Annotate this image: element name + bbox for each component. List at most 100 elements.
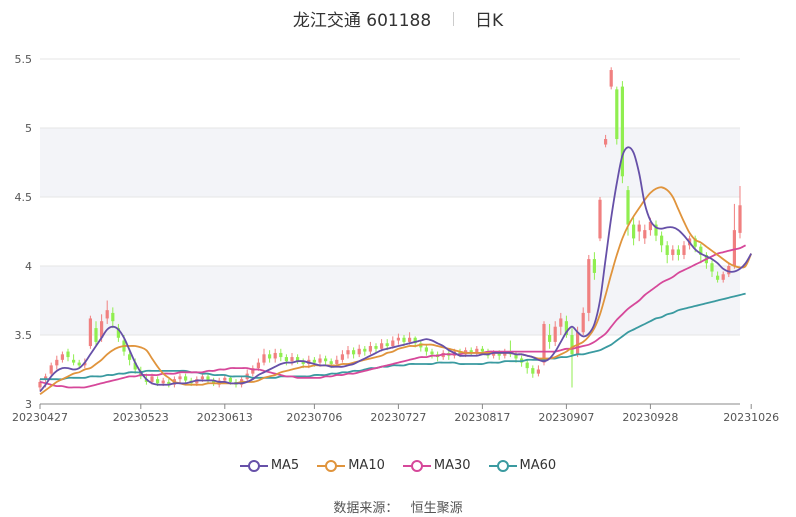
candle-body xyxy=(318,358,322,363)
candle xyxy=(671,245,675,261)
candle-body xyxy=(206,376,210,381)
candle-body xyxy=(716,275,720,280)
candle-body xyxy=(693,238,697,247)
candle-body xyxy=(128,354,132,360)
candle xyxy=(660,231,664,253)
candle-body xyxy=(324,358,328,362)
candle-body xyxy=(408,337,412,342)
candle-body xyxy=(144,379,148,382)
candle xyxy=(357,344,361,358)
legend-marker-icon xyxy=(317,459,346,472)
candle-body xyxy=(184,376,188,381)
candle xyxy=(324,355,328,366)
candle xyxy=(637,220,641,242)
candle xyxy=(60,351,64,363)
y-axis: 3 3.5 4 4.5 5 5.5 xyxy=(15,53,33,411)
candle-body xyxy=(329,361,333,364)
legend-label: MA10 xyxy=(348,458,385,473)
candle-body xyxy=(100,321,104,338)
candle xyxy=(77,359,81,369)
candle-body xyxy=(480,348,484,352)
candle-body xyxy=(150,376,154,382)
line-ma60 xyxy=(40,292,746,381)
candle xyxy=(368,341,372,355)
candle xyxy=(167,379,171,388)
candle xyxy=(531,365,535,378)
candle-body xyxy=(531,368,535,374)
candle xyxy=(419,340,423,352)
candle-body xyxy=(38,381,42,388)
title-divider xyxy=(452,11,454,26)
legend-label: MA60 xyxy=(519,458,557,473)
x-axis: 20230427 20230523 20230613 20230706 20230727… xyxy=(12,403,779,424)
candle xyxy=(251,365,255,377)
legend-item-ma10[interactable]: MA10 xyxy=(317,458,385,473)
candle-body xyxy=(396,337,400,341)
candle-body xyxy=(654,224,658,236)
candle-body xyxy=(525,362,529,369)
candle-body xyxy=(357,348,361,355)
candle-body xyxy=(352,350,356,355)
y-tick-label: 4.5 xyxy=(15,191,33,204)
legend-item-ma5[interactable]: MA5 xyxy=(239,458,299,473)
candle xyxy=(592,252,596,280)
candle-body xyxy=(111,312,115,322)
candle-body xyxy=(385,343,389,347)
candle xyxy=(676,245,680,261)
candle xyxy=(738,185,742,239)
x-tick-label: 20230523 xyxy=(113,411,169,424)
candle-body xyxy=(251,368,255,374)
candle xyxy=(262,348,266,366)
candle-body xyxy=(55,359,59,366)
candle-body xyxy=(637,224,641,232)
candle xyxy=(273,348,277,363)
y-tick-label: 4 xyxy=(25,260,32,273)
candle-body xyxy=(492,352,496,356)
candle-body xyxy=(570,335,574,355)
candle xyxy=(598,197,602,242)
line-ma10 xyxy=(39,186,753,396)
candle-body xyxy=(380,343,384,349)
candle-body xyxy=(458,351,462,355)
candle-body xyxy=(581,312,585,333)
line-ma30 xyxy=(39,244,747,389)
candle-body xyxy=(682,245,686,255)
legend-item-ma30[interactable]: MA30 xyxy=(402,458,471,473)
candle-body xyxy=(312,359,316,363)
candle-body xyxy=(105,310,109,319)
candle-body xyxy=(72,359,76,363)
x-tick-label: 20230706 xyxy=(286,411,342,424)
candle-body xyxy=(212,380,216,384)
candle-body xyxy=(598,199,602,239)
candle-body xyxy=(296,357,300,362)
candle xyxy=(581,307,585,335)
candle-body xyxy=(167,381,171,385)
candle-body xyxy=(671,249,675,255)
candle-body xyxy=(88,318,92,347)
candle xyxy=(710,260,714,278)
candle xyxy=(553,321,557,347)
candle xyxy=(564,315,568,338)
candlesticks xyxy=(38,67,742,391)
legend-item-ma60[interactable]: MA60 xyxy=(488,458,557,473)
candle xyxy=(374,343,378,353)
candle xyxy=(615,86,619,145)
candle-body xyxy=(133,362,137,370)
candle xyxy=(548,323,552,349)
candle-body xyxy=(402,337,406,342)
candle xyxy=(508,340,512,358)
candle xyxy=(38,379,42,391)
candle xyxy=(268,350,272,363)
candle-body xyxy=(542,323,546,363)
candle-body xyxy=(648,221,652,231)
candle xyxy=(570,328,574,388)
candle xyxy=(469,347,473,356)
x-tick-label: 20230613 xyxy=(197,411,253,424)
candle-body xyxy=(615,89,619,140)
candle-body xyxy=(77,362,81,366)
candle-body xyxy=(66,351,70,358)
candle xyxy=(424,344,428,356)
candle-body xyxy=(268,354,272,359)
candle xyxy=(363,346,367,356)
candle xyxy=(475,346,479,356)
